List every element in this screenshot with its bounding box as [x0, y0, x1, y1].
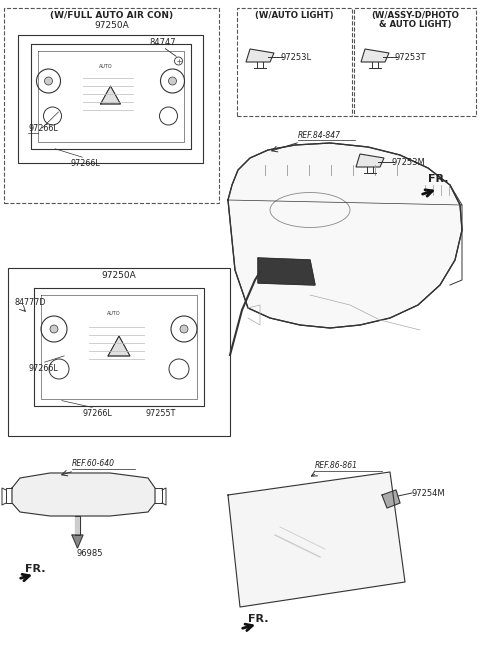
Polygon shape [72, 535, 83, 548]
Bar [8, 268, 230, 436]
Text: 84747: 84747 [150, 37, 176, 47]
Text: REF.84-847: REF.84-847 [298, 131, 341, 140]
Text: 97253L: 97253L [280, 53, 312, 61]
Text: 97266L: 97266L [70, 158, 100, 168]
Text: REF.60-640: REF.60-640 [72, 459, 115, 468]
Circle shape [50, 325, 58, 333]
Text: 97253T: 97253T [394, 53, 426, 61]
Text: AUTO: AUTO [107, 311, 121, 315]
Polygon shape [228, 143, 462, 328]
Text: FR.: FR. [428, 174, 448, 184]
Text: (W/FULL AUTO AIR CON): (W/FULL AUTO AIR CON) [50, 11, 173, 19]
Bar [237, 8, 352, 116]
Text: 97266L: 97266L [28, 363, 58, 373]
Text: FR.: FR. [25, 564, 46, 574]
Text: 97254M: 97254M [411, 488, 445, 498]
Text: 97255T: 97255T [145, 409, 175, 418]
Polygon shape [246, 49, 274, 62]
Text: 97266L: 97266L [82, 409, 112, 418]
Bar [4, 8, 219, 203]
Bar [354, 8, 476, 116]
Text: 97253M: 97253M [391, 158, 425, 166]
Text: 96985: 96985 [77, 548, 103, 558]
Circle shape [168, 77, 177, 85]
Polygon shape [12, 473, 155, 516]
Text: REF.86-861: REF.86-861 [315, 461, 358, 470]
Circle shape [180, 325, 188, 333]
Polygon shape [258, 258, 315, 285]
Polygon shape [108, 336, 130, 356]
Text: AUTO: AUTO [99, 63, 112, 69]
Polygon shape [356, 154, 384, 167]
Polygon shape [361, 49, 389, 62]
Polygon shape [382, 490, 400, 508]
Text: (W/ASSY-D/PHOTO: (W/ASSY-D/PHOTO [371, 11, 459, 19]
Polygon shape [75, 516, 80, 535]
Text: & AUTO LIGHT): & AUTO LIGHT) [379, 19, 451, 29]
Bar [18, 35, 203, 163]
Text: 84777D: 84777D [14, 297, 46, 307]
Text: FR.: FR. [248, 614, 268, 624]
Polygon shape [100, 86, 120, 104]
Circle shape [45, 77, 52, 85]
Text: 97250A: 97250A [94, 21, 129, 29]
Text: 97250A: 97250A [102, 271, 136, 279]
Text: 97266L: 97266L [28, 124, 58, 132]
Text: (W/AUTO LIGHT): (W/AUTO LIGHT) [255, 11, 334, 19]
Polygon shape [228, 472, 405, 607]
